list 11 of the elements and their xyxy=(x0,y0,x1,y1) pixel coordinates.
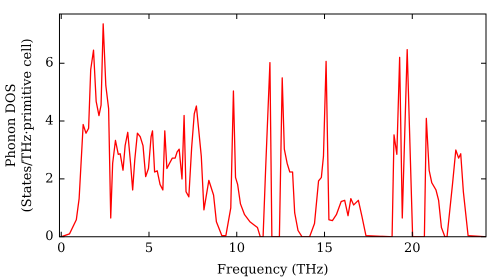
y-axis-title: Phonon DOS (States/THz·primitive cell) xyxy=(4,38,35,212)
x-tick-label: 5 xyxy=(144,240,154,256)
x-axis-title: Frequency (THz) xyxy=(217,262,328,278)
y-tick-label: 0 xyxy=(45,229,54,244)
x-tick-label: 0 xyxy=(57,240,66,256)
x-tick-label: 20 xyxy=(404,240,421,256)
x-tick-label: 10 xyxy=(228,240,246,256)
x-tick-label: 15 xyxy=(316,240,333,256)
y-tick-label: 4 xyxy=(45,113,54,128)
y-tick-label: 6 xyxy=(45,56,54,71)
y-tick-label: 2 xyxy=(45,171,54,186)
